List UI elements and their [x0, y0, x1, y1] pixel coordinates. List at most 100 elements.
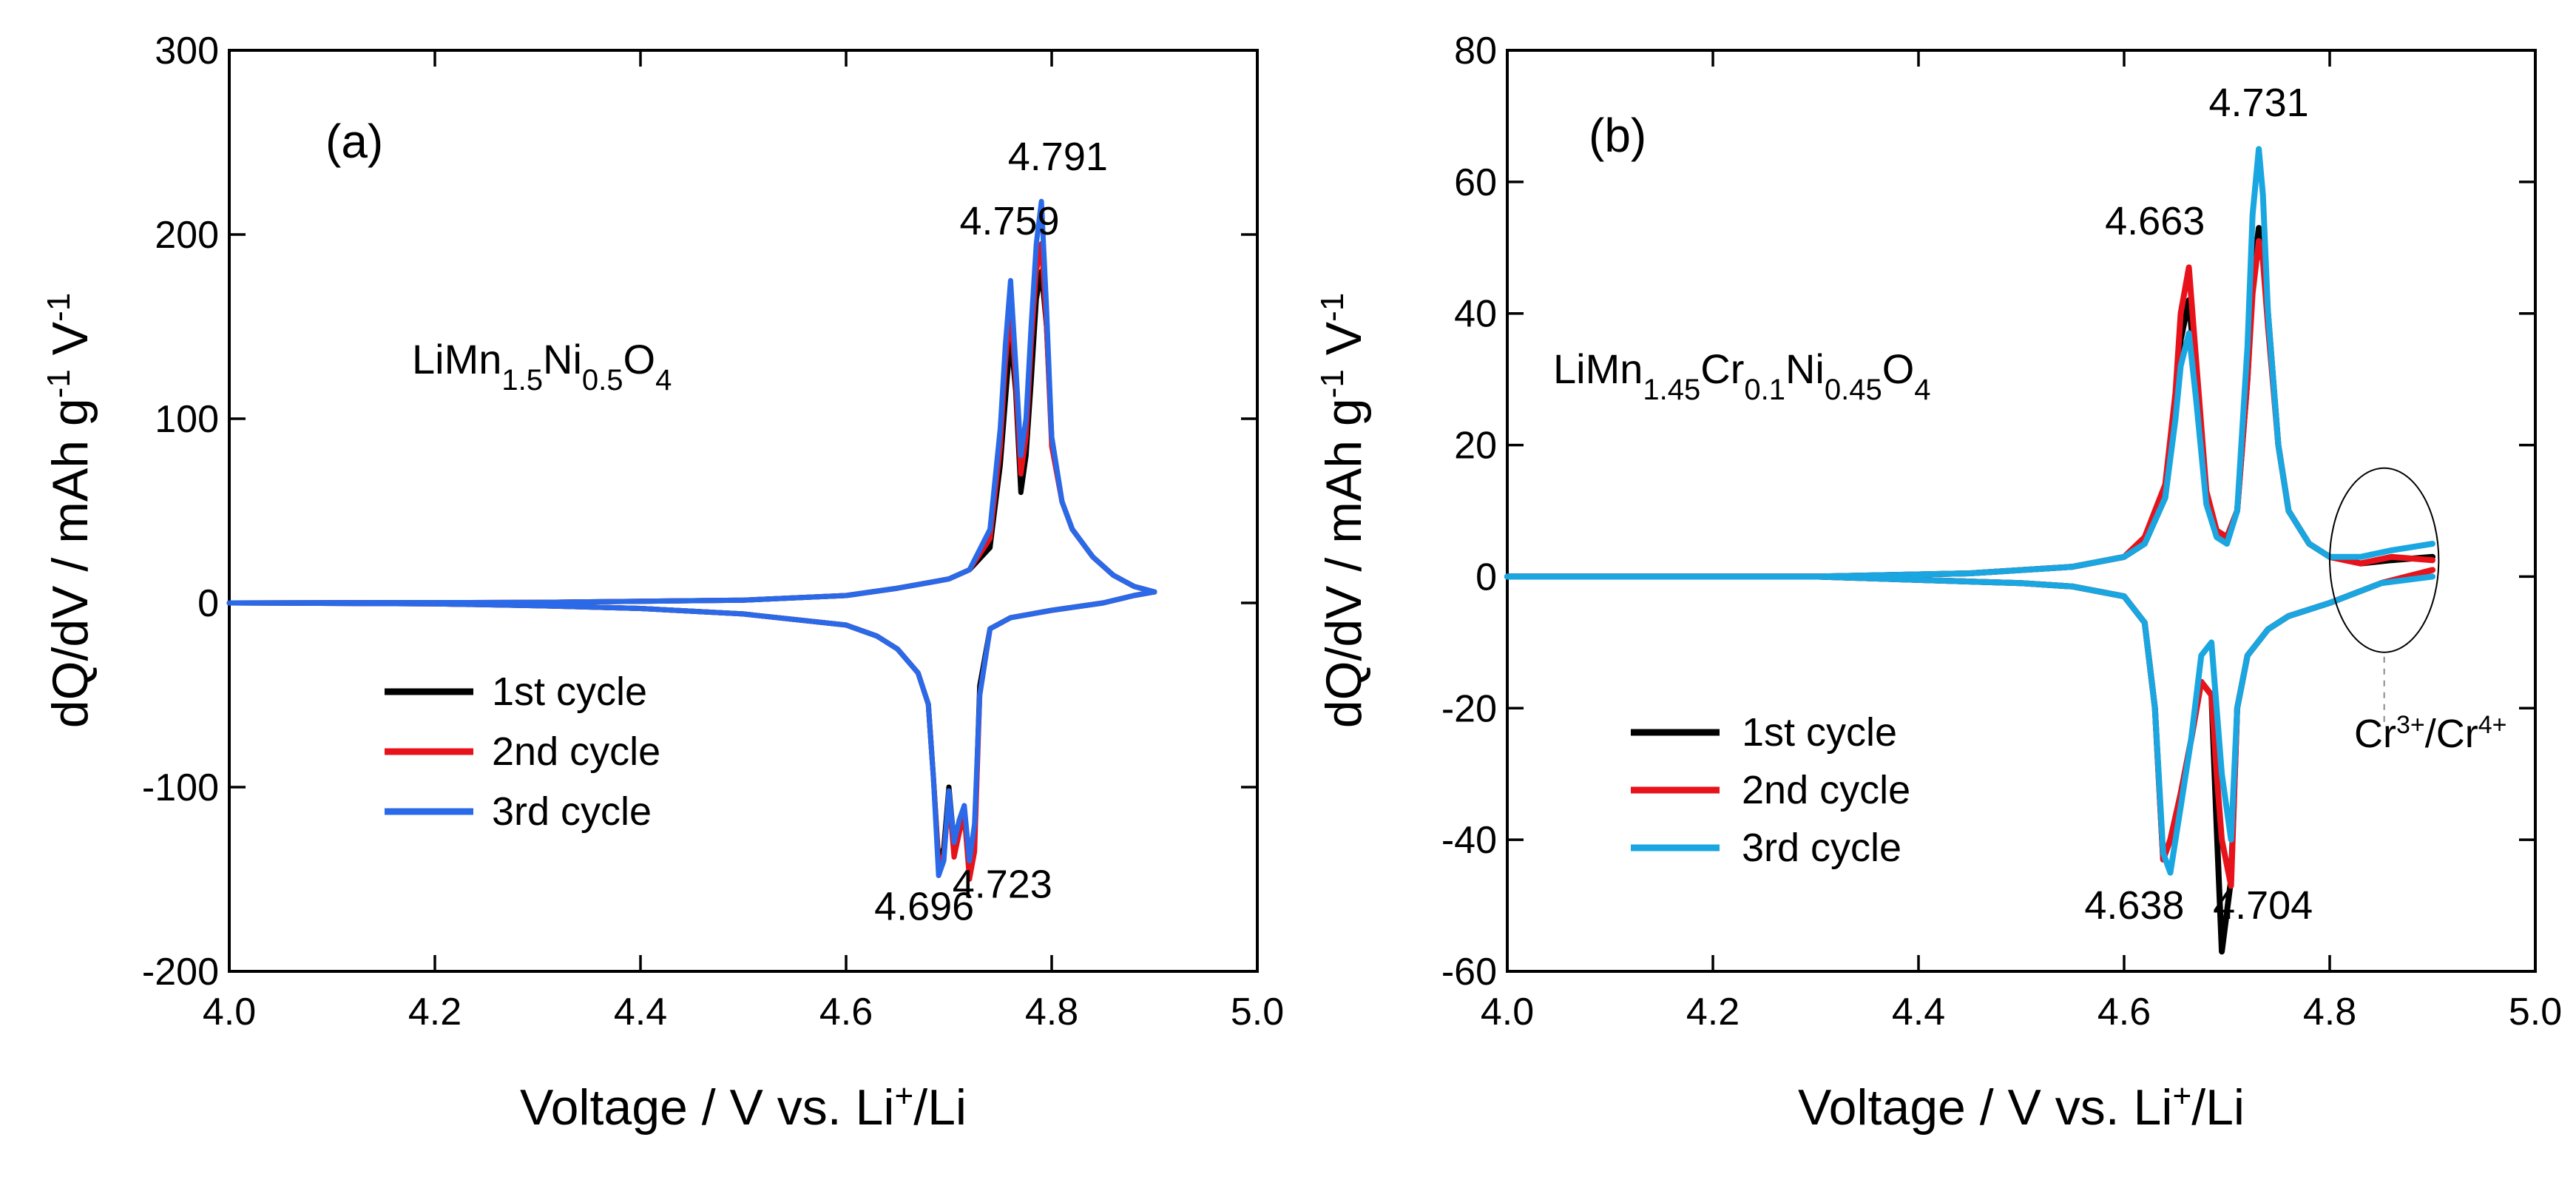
axis-ticks-a: 4.0 4.2 4.4 4.6 4.8 5.0 -200 -100 0 100 200 300: [142, 30, 1284, 1033]
peak-annotations-b: 4.731 4.663 4.638 4.704: [2084, 81, 2313, 928]
x-axis-title-superscript: +: [2172, 1078, 2191, 1114]
legend-label-1st-cycle: 1st cycle: [492, 670, 647, 714]
x-tick-label: 4.2: [408, 991, 462, 1033]
peak-label: 4.723: [953, 862, 1052, 906]
y-tick-label: 80: [1454, 30, 1497, 72]
peak-label: 4.663: [2105, 199, 2205, 243]
y-axis-title-superscript: -1: [1314, 293, 1350, 322]
y-axis-title-superscript: -1: [1314, 369, 1350, 398]
y-tick-label: -100: [142, 766, 219, 809]
y-axis-title-a: dQ/dV / mAh g-1 V-1: [41, 293, 99, 728]
x-axis-title-b: Voltage / V vs. Li+/Li: [1798, 1078, 2245, 1136]
axis-ticks-b: 4.0 4.2 4.4 4.6 4.8 5.0 -60 -40 -20 0 20 40 60 80: [1441, 30, 2562, 1033]
y-axis-title-superscript: -1: [41, 369, 77, 398]
peak-label: 4.731: [2209, 81, 2309, 125]
y-axis-title-part: dQ/dV / mAh g: [1316, 398, 1372, 728]
panel-label-a: (a): [325, 115, 383, 168]
x-tick-label: 4.4: [1892, 991, 1945, 1033]
legend-label-2nd-cycle: 2nd cycle: [1742, 768, 1910, 812]
formula-part: Ni: [543, 336, 582, 382]
chart-panel-a: 4.0 4.2 4.4 4.6 4.8 5.0 -200 -100 0 100 200 300 (a)…: [41, 30, 1285, 1136]
y-tick-label: 0: [197, 582, 219, 625]
series-3rd-cycle-discharge-a: [226, 589, 1157, 878]
x-tick-label: 5.0: [1231, 991, 1284, 1033]
series-3rd-cycle-charge-a: [226, 198, 1157, 606]
x-tick-label: 4.4: [614, 991, 667, 1033]
series-3rd-cycle-discharge-b: [1504, 573, 2435, 876]
cr-label-part: /Cr: [2425, 712, 2478, 756]
formula-part: Cr: [1700, 345, 1744, 392]
formula-subscript: 0.1: [1744, 374, 1785, 406]
y-tick-label: -20: [1441, 687, 1497, 730]
formula-part: LiMn: [412, 336, 501, 382]
series-2nd-cycle-charge-a: [226, 240, 1157, 606]
y-tick-label: 60: [1454, 161, 1497, 204]
y-axis-title-b: dQ/dV / mAh g-1 V-1: [1314, 293, 1373, 728]
x-tick-label: 4.6: [2097, 991, 2151, 1033]
x-axis-title-a: Voltage / V vs. Li+/Li: [520, 1078, 967, 1136]
x-tick-label: 4.6: [819, 991, 873, 1033]
cr-label-superscript: 3+: [2396, 711, 2425, 739]
peak-label: 4.638: [2084, 883, 2184, 928]
y-axis-title-part: V: [1316, 321, 1372, 369]
formula-subscript: 1.45: [1643, 374, 1700, 406]
chart-panel-b: 4.0 4.2 4.4 4.6 4.8 5.0 -60 -40 -20 0 20 40 60 80 (b)…: [1314, 30, 2563, 1136]
series-group-b: [1504, 146, 2435, 955]
material-label-a: LiMn1.5Ni0.5O4: [412, 336, 672, 397]
x-axis-title-part: /Li: [913, 1079, 967, 1136]
legend-b: 1st cycle 2nd cycle 3rd cycle: [1631, 710, 1910, 870]
formula-subscript: 1.5: [501, 364, 543, 397]
peak-label: 4.759: [959, 199, 1059, 243]
cr-redox-highlight-ellipse: [2329, 467, 2440, 653]
plot-frame-b: [1506, 49, 2537, 973]
cr-label-superscript: 4+: [2478, 711, 2507, 739]
formula-part: LiMn: [1553, 345, 1643, 392]
y-tick-label: -60: [1441, 951, 1497, 994]
x-tick-label: 4.2: [1686, 991, 1740, 1033]
x-tick-label: 4.0: [1481, 991, 1534, 1033]
series-2nd-cycle-charge-b: [1504, 237, 2435, 580]
series-3rd-cycle-charge-b: [1504, 146, 2435, 580]
y-tick-label: 100: [155, 398, 219, 441]
plot-frame-a: [228, 49, 1259, 973]
y-tick-label: 200: [155, 214, 219, 257]
series-1st-cycle-charge-a: [226, 269, 1157, 606]
formula-part: Ni: [1785, 345, 1825, 392]
formula-part: O: [1882, 345, 1915, 392]
y-axis-title-part: V: [42, 321, 98, 369]
y-axis-title-part: dQ/dV / mAh g: [42, 398, 98, 728]
x-axis-title-part: /Li: [2191, 1079, 2245, 1136]
cr-redox-label: Cr3+/Cr4+: [2354, 711, 2507, 756]
x-tick-label: 4.8: [2303, 991, 2356, 1033]
y-axis-title-superscript: -1: [41, 293, 77, 322]
formula-subscript: 4: [655, 364, 672, 397]
legend-label-3rd-cycle: 3rd cycle: [492, 789, 652, 834]
panel-label-b: (b): [1589, 109, 1646, 162]
peak-label: 4.696: [874, 884, 974, 928]
x-axis-title-superscript: +: [894, 1078, 913, 1114]
series-1st-cycle-discharge-a: [226, 589, 1157, 873]
y-tick-label: 300: [155, 30, 219, 72]
legend-label-2nd-cycle: 2nd cycle: [492, 729, 660, 774]
x-axis-title-part: Voltage / V vs. Li: [1798, 1079, 2173, 1136]
y-tick-label: -200: [142, 951, 219, 994]
legend-a: 1st cycle 2nd cycle 3rd cycle: [385, 670, 660, 834]
y-tick-label: -40: [1441, 819, 1497, 862]
y-tick-label: 40: [1454, 293, 1497, 336]
formula-subscript: 0.5: [582, 364, 623, 397]
formula-subscript: 4: [1914, 374, 1930, 406]
peak-label: 4.791: [1008, 135, 1108, 179]
legend-label-1st-cycle: 1st cycle: [1742, 710, 1897, 755]
x-tick-label: 4.0: [203, 991, 256, 1033]
series-group-a: [226, 198, 1157, 882]
y-tick-label: 0: [1475, 556, 1497, 598]
peak-label: 4.704: [2213, 883, 2313, 928]
series-2nd-cycle-discharge-a: [226, 589, 1157, 882]
x-tick-label: 5.0: [2509, 991, 2562, 1033]
formula-subscript: 0.45: [1825, 374, 1882, 406]
material-label-b: LiMn1.45Cr0.1Ni0.45O4: [1553, 345, 1931, 406]
x-tick-label: 4.8: [1025, 991, 1078, 1033]
legend-label-3rd-cycle: 3rd cycle: [1742, 826, 1901, 870]
